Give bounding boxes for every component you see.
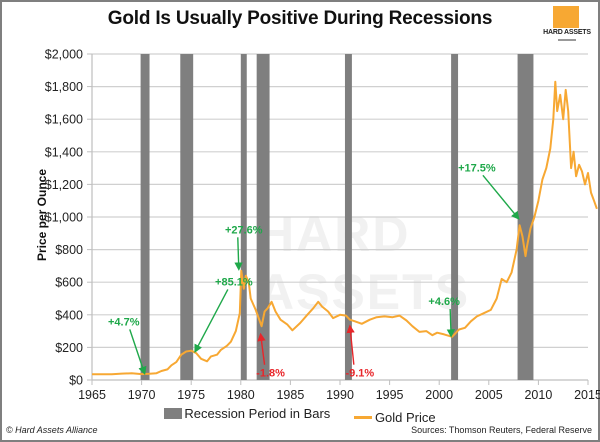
legend-item-recession: Recession Period in Bars bbox=[164, 406, 330, 421]
logo-text: HARD ASSETS bbox=[543, 29, 591, 36]
y-tick-label: $1,000 bbox=[45, 211, 83, 225]
recession-bar bbox=[240, 54, 247, 380]
watermark: HARD ASSETS bbox=[258, 206, 471, 320]
x-tick-label: 1985 bbox=[276, 388, 304, 402]
annotation-arrow bbox=[482, 174, 520, 220]
recession-bar bbox=[256, 54, 270, 380]
sources-text: Sources: Thomson Reuters, Federal Reserv… bbox=[411, 425, 592, 435]
annotation-label: +17.5% bbox=[458, 162, 496, 174]
x-tick-label: 1990 bbox=[326, 388, 354, 402]
annotation-label: +4.6% bbox=[428, 296, 460, 308]
annotation-arrow bbox=[234, 237, 243, 271]
recession-bar bbox=[180, 54, 194, 380]
annotation-label: +27.6% bbox=[225, 224, 263, 236]
logo-icon bbox=[553, 6, 579, 28]
recession-bar bbox=[451, 54, 459, 380]
y-tick-label: $200 bbox=[55, 341, 83, 355]
x-tick-label: 2010 bbox=[524, 388, 552, 402]
x-tick-label: 2005 bbox=[475, 388, 503, 402]
y-tick-label: $600 bbox=[55, 276, 83, 290]
y-tick-label: $1,200 bbox=[45, 178, 83, 192]
y-tick-label: $1,600 bbox=[45, 113, 83, 127]
annotation-arrow bbox=[129, 329, 147, 376]
gold-line-swatch-icon bbox=[353, 416, 372, 419]
annotation-label: +85.1% bbox=[215, 276, 253, 288]
logo-subtext-bar bbox=[558, 39, 576, 41]
annotation-arrow bbox=[346, 324, 355, 365]
y-tick-label: $0 bbox=[69, 374, 83, 388]
x-tick-label: 1970 bbox=[128, 388, 156, 402]
y-tick-label: $800 bbox=[55, 243, 83, 257]
x-tick-label: 2015 bbox=[574, 388, 600, 402]
legend-label-recession: Recession Period in Bars bbox=[184, 406, 331, 421]
legend: Recession Period in Bars Gold Price bbox=[0, 406, 600, 425]
x-tick-label: 1980 bbox=[227, 388, 255, 402]
recession-swatch-icon bbox=[164, 408, 183, 419]
y-tick-label: $1,800 bbox=[45, 80, 83, 94]
recession-bar bbox=[517, 54, 534, 380]
gold-price-line bbox=[92, 80, 598, 376]
y-tick-label: $1,400 bbox=[45, 145, 83, 159]
x-tick-label: 1965 bbox=[78, 388, 106, 402]
annotation-arrow bbox=[194, 289, 229, 353]
annotation-label: -1.8% bbox=[256, 368, 285, 380]
annotation-arrow bbox=[446, 308, 456, 338]
copyright-text: © Hard Assets Alliance bbox=[6, 425, 98, 435]
annotation-label: +4.7% bbox=[108, 316, 140, 328]
x-tick-label: 1975 bbox=[177, 388, 205, 402]
y-tick-label: $2,000 bbox=[45, 48, 83, 62]
recession-bar bbox=[140, 54, 150, 380]
x-tick-label: 2000 bbox=[425, 388, 453, 402]
legend-item-gold: Gold Price bbox=[353, 410, 436, 425]
annotation-arrow bbox=[257, 332, 266, 365]
hard-assets-logo: HARD ASSETS bbox=[543, 6, 591, 44]
legend-label-gold: Gold Price bbox=[374, 410, 436, 425]
x-tick-label: 1995 bbox=[376, 388, 404, 402]
annotation-label: -9.1% bbox=[345, 368, 374, 380]
chart-title: Gold Is Usually Positive During Recessio… bbox=[107, 8, 493, 29]
y-tick-label: $400 bbox=[55, 308, 83, 322]
recession-bar bbox=[344, 54, 352, 380]
